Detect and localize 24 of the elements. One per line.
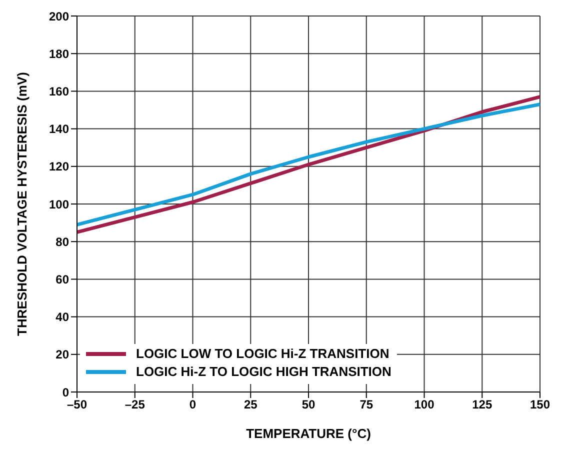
- y-axis-title: THRESHOLD VOLTAGE HYSTERESIS (mV): [14, 72, 30, 336]
- x-tick-label: 150: [530, 398, 550, 412]
- y-tick-label: 180: [48, 46, 70, 61]
- y-tick-label: 80: [56, 234, 70, 249]
- y-tick-label: 20: [56, 348, 70, 362]
- y-tick-label: 200: [48, 9, 70, 24]
- y-tick-label: 0: [62, 385, 70, 400]
- x-tick-label: 25: [244, 398, 258, 412]
- x-tick-label: –50: [66, 398, 88, 412]
- y-tick-label: 60: [56, 272, 70, 286]
- legend-label: LOGIC Hi-Z TO LOGIC HIGH TRANSITION: [136, 364, 392, 379]
- y-tick-label: 120: [48, 160, 70, 174]
- legend-label: LOGIC LOW TO LOGIC Hi-Z TRANSITION: [136, 346, 390, 361]
- x-axis-title: TEMPERATURE (°C): [246, 426, 371, 441]
- x-tick-label: 50: [302, 398, 316, 412]
- y-tick-label: 40: [56, 310, 70, 324]
- x-tick-label: 125: [472, 398, 492, 412]
- x-tick-label: 0: [189, 398, 196, 412]
- y-tick-label: 140: [48, 122, 70, 136]
- y-tick-label: 100: [48, 197, 70, 212]
- x-tick-label: 75: [360, 398, 374, 412]
- x-tick-label: 100: [414, 398, 435, 412]
- x-tick-label: –25: [124, 398, 146, 412]
- y-tick-label: 160: [48, 84, 70, 98]
